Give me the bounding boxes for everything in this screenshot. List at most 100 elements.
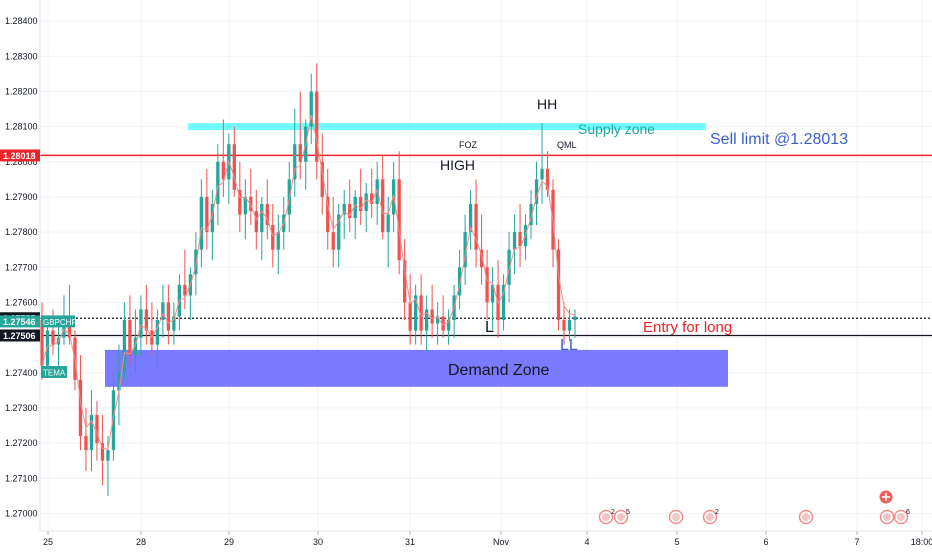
candle[interactable] xyxy=(210,189,214,261)
candle[interactable] xyxy=(501,274,506,331)
x-axis[interactable]: 25 28 29 30 31 Nov 4 5 6 7 18:00 xyxy=(43,531,932,547)
candle[interactable] xyxy=(529,189,533,240)
candle[interactable] xyxy=(348,179,352,233)
candle[interactable] xyxy=(573,309,577,338)
candle-body xyxy=(419,295,423,331)
candle-body xyxy=(254,210,258,233)
candle[interactable] xyxy=(540,123,544,204)
candle[interactable] xyxy=(309,73,313,145)
x-tick-label: 31 xyxy=(405,537,415,547)
event-badge[interactable] xyxy=(798,509,814,525)
event-badge[interactable] xyxy=(668,509,684,525)
candle[interactable] xyxy=(95,400,99,461)
candle[interactable] xyxy=(359,168,363,226)
candle[interactable] xyxy=(216,144,220,226)
candle[interactable] xyxy=(353,189,357,240)
candle[interactable] xyxy=(457,249,462,310)
candle[interactable] xyxy=(446,309,451,345)
candle[interactable] xyxy=(414,284,418,345)
candle[interactable] xyxy=(381,154,385,240)
candle[interactable] xyxy=(419,274,423,345)
candle[interactable] xyxy=(133,309,138,373)
candle-body xyxy=(441,316,445,331)
candle[interactable] xyxy=(468,189,473,250)
l-label[interactable]: L xyxy=(485,319,494,336)
candle[interactable] xyxy=(512,214,517,275)
y-axis[interactable]: 1.28400 1.28300 1.28200 1.28100 1.28000 1.279… xyxy=(5,16,38,518)
candle[interactable] xyxy=(106,436,110,496)
candle[interactable] xyxy=(342,189,346,240)
candle[interactable] xyxy=(485,249,489,321)
supply-zone-label[interactable]: Supply zone xyxy=(578,121,655,137)
candle[interactable] xyxy=(205,168,209,250)
candle[interactable] xyxy=(474,179,478,268)
candle[interactable] xyxy=(221,119,225,197)
candle[interactable] xyxy=(408,274,412,345)
candle[interactable] xyxy=(84,407,88,472)
candle[interactable] xyxy=(122,302,127,380)
candle[interactable] xyxy=(232,126,236,197)
candle[interactable] xyxy=(534,161,539,226)
candle[interactable] xyxy=(117,344,121,426)
candle[interactable] xyxy=(507,232,511,303)
candle-layer[interactable] xyxy=(40,63,577,496)
event-badge[interactable]: 5 xyxy=(613,509,631,525)
hh-label[interactable]: HH xyxy=(537,96,557,112)
candle[interactable] xyxy=(364,182,368,233)
event-badge[interactable]: 2 xyxy=(598,509,616,525)
candle-body xyxy=(573,316,577,321)
candle[interactable] xyxy=(260,196,264,261)
candle[interactable] xyxy=(430,284,434,338)
candle[interactable] xyxy=(435,302,440,345)
candle[interactable] xyxy=(161,284,165,338)
candle[interactable] xyxy=(556,239,561,331)
candle[interactable] xyxy=(463,214,467,285)
candle[interactable] xyxy=(155,309,160,366)
event-badge-layer[interactable]: 2 5 2 6 xyxy=(598,490,911,525)
candle[interactable] xyxy=(166,284,171,345)
event-badge[interactable] xyxy=(879,509,895,525)
candle[interactable] xyxy=(243,179,247,240)
candle[interactable] xyxy=(331,196,335,268)
candle[interactable] xyxy=(424,295,429,352)
candle[interactable] xyxy=(403,239,407,321)
event-badge[interactable]: 6 xyxy=(893,509,911,525)
foz-label[interactable]: FOZ xyxy=(459,140,477,150)
candle[interactable] xyxy=(518,203,522,268)
event-badge-count: 5 xyxy=(626,509,630,516)
event-plus-badge[interactable] xyxy=(879,490,893,504)
candle[interactable] xyxy=(172,302,176,345)
qml-label[interactable]: QML xyxy=(557,140,577,150)
candle-body xyxy=(298,144,302,162)
candle[interactable] xyxy=(567,309,572,342)
candle[interactable] xyxy=(199,179,203,268)
demand-zone-label[interactable]: Demand Zone xyxy=(448,362,549,379)
candle[interactable] xyxy=(265,179,269,240)
candle[interactable] xyxy=(370,168,374,219)
ll-label[interactable]: LL xyxy=(560,337,578,354)
entry-for-long-label[interactable]: Entry for long xyxy=(643,319,732,336)
candle[interactable] xyxy=(490,267,495,331)
candle[interactable] xyxy=(479,214,484,285)
candle[interactable] xyxy=(326,168,330,250)
flag-icon xyxy=(706,513,714,521)
candle[interactable] xyxy=(144,284,149,345)
candle[interactable] xyxy=(397,151,401,275)
candle[interactable] xyxy=(337,203,341,268)
supply-zone-box[interactable] xyxy=(188,123,706,131)
candle[interactable] xyxy=(100,414,105,486)
demand-zone-box[interactable] xyxy=(105,349,728,387)
high-label[interactable]: HIGH xyxy=(440,157,475,173)
candle[interactable] xyxy=(276,214,280,275)
candle[interactable] xyxy=(315,63,319,180)
candle[interactable] xyxy=(183,249,187,310)
candle[interactable] xyxy=(293,109,297,197)
candle[interactable] xyxy=(89,390,94,472)
candle[interactable] xyxy=(386,196,390,268)
candle-body xyxy=(40,320,44,366)
sell-limit-label[interactable]: Sell limit @1.28013 xyxy=(710,131,848,148)
candle[interactable] xyxy=(562,302,566,345)
event-badge[interactable]: 2 xyxy=(702,509,720,525)
candle[interactable] xyxy=(441,295,445,338)
y-tick-label: 1.28300 xyxy=(5,51,38,61)
